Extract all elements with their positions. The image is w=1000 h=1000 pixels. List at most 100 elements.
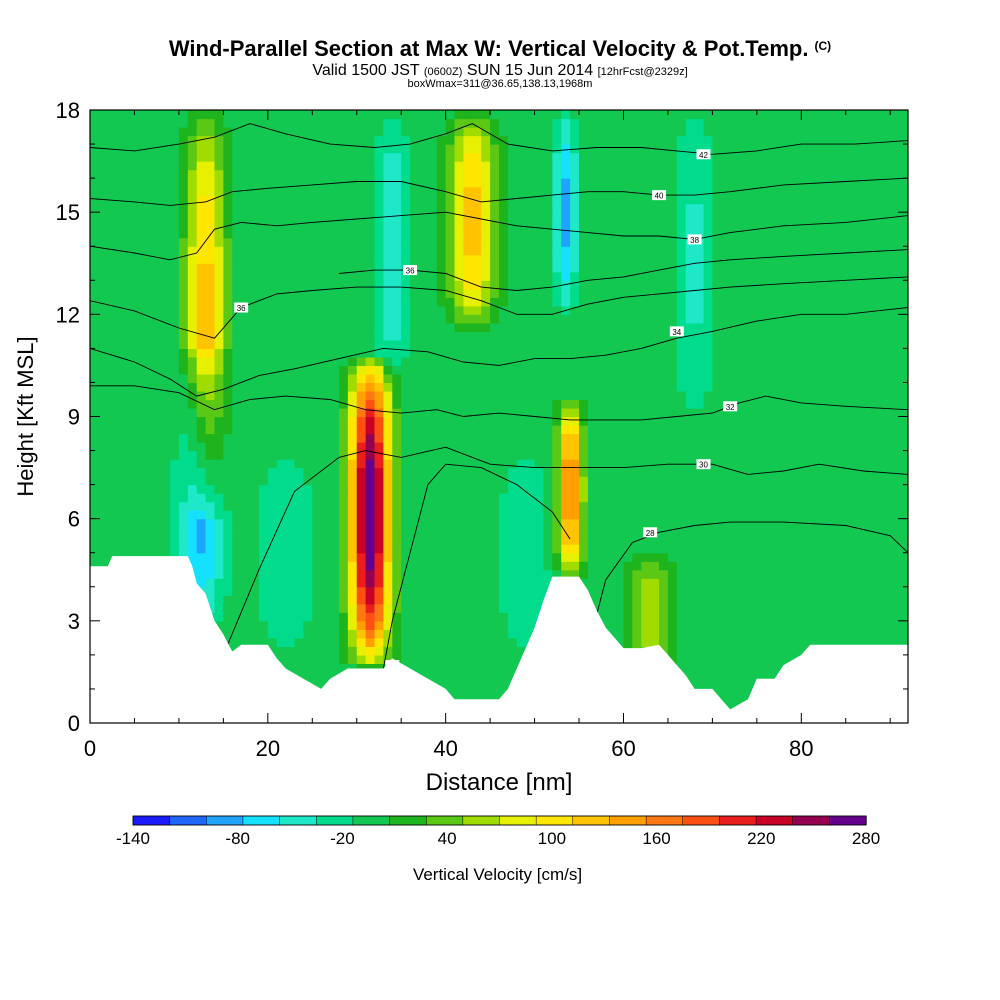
velocity-cell bbox=[694, 467, 705, 477]
velocity-cell bbox=[134, 518, 144, 528]
velocity-cell bbox=[125, 433, 136, 443]
velocity-cell bbox=[347, 305, 358, 315]
velocity-cell bbox=[365, 433, 376, 443]
velocity-cell bbox=[507, 518, 518, 528]
velocity-cell bbox=[321, 544, 331, 554]
velocity-cell bbox=[303, 280, 313, 290]
velocity-cell bbox=[338, 322, 349, 332]
velocity-cell bbox=[267, 169, 278, 179]
velocity-cell bbox=[463, 450, 473, 460]
velocity-cell bbox=[232, 399, 242, 409]
velocity-cell bbox=[587, 127, 598, 137]
velocity-cell bbox=[561, 271, 571, 281]
velocity-cell bbox=[392, 212, 402, 222]
velocity-cell bbox=[703, 561, 713, 571]
velocity-cell bbox=[472, 493, 482, 503]
velocity-cell bbox=[125, 127, 136, 137]
velocity-cell bbox=[401, 501, 411, 511]
velocity-cell bbox=[436, 399, 447, 409]
velocity-cell bbox=[223, 450, 233, 460]
velocity-cell bbox=[623, 459, 633, 469]
velocity-cell bbox=[516, 569, 527, 579]
velocity-cell bbox=[152, 110, 162, 120]
velocity-cell bbox=[90, 212, 100, 222]
velocity-cell bbox=[241, 459, 251, 469]
velocity-cell bbox=[676, 399, 687, 409]
velocity-cell bbox=[107, 169, 118, 179]
velocity-cell bbox=[178, 493, 189, 503]
velocity-cell bbox=[90, 373, 100, 384]
velocity-cell bbox=[685, 212, 696, 222]
velocity-cell bbox=[454, 263, 465, 273]
velocity-cell bbox=[570, 527, 580, 537]
velocity-cell bbox=[694, 365, 705, 375]
velocity-cell bbox=[490, 144, 500, 154]
velocity-cell bbox=[125, 118, 136, 128]
velocity-cell bbox=[454, 586, 465, 596]
velocity-cell bbox=[516, 527, 527, 537]
velocity-cell bbox=[356, 493, 367, 503]
velocity-cell bbox=[659, 254, 669, 264]
velocity-cell bbox=[196, 382, 207, 392]
velocity-cell bbox=[312, 663, 322, 673]
velocity-cell bbox=[481, 407, 491, 418]
velocity-cell bbox=[365, 629, 376, 639]
velocity-cell bbox=[605, 161, 616, 171]
velocity-cell bbox=[152, 169, 162, 179]
velocity-cell bbox=[232, 552, 242, 562]
velocity-cell bbox=[321, 442, 331, 452]
velocity-cell bbox=[241, 365, 251, 375]
velocity-cell bbox=[543, 450, 553, 460]
velocity-cell bbox=[125, 527, 136, 537]
velocity-cell bbox=[436, 663, 447, 673]
velocity-cell bbox=[659, 450, 669, 460]
velocity-cell bbox=[330, 629, 340, 639]
velocity-cell bbox=[241, 288, 251, 298]
velocity-cell bbox=[223, 637, 233, 647]
velocity-cell bbox=[205, 356, 216, 367]
velocity-cell bbox=[98, 467, 109, 477]
velocity-cell bbox=[196, 365, 207, 375]
velocity-cell bbox=[214, 169, 224, 179]
velocity-cell bbox=[267, 161, 278, 171]
velocity-cell bbox=[534, 416, 545, 426]
velocity-cell bbox=[383, 169, 393, 179]
velocity-cell bbox=[543, 135, 553, 145]
velocity-cell bbox=[98, 127, 109, 137]
velocity-cell bbox=[614, 280, 625, 290]
velocity-cell bbox=[383, 390, 393, 401]
velocity-cell bbox=[410, 161, 420, 171]
velocity-cell bbox=[347, 637, 358, 647]
velocity-cell bbox=[241, 561, 251, 571]
velocity-cell bbox=[338, 356, 349, 367]
velocity-cell bbox=[374, 356, 385, 367]
velocity-cell bbox=[178, 271, 189, 281]
velocity-cell bbox=[205, 569, 216, 579]
velocity-cell bbox=[685, 110, 696, 120]
velocity-cell bbox=[436, 595, 447, 605]
velocity-cell bbox=[481, 569, 491, 579]
velocity-cell bbox=[552, 552, 562, 562]
velocity-cell bbox=[276, 229, 287, 239]
velocity-cell bbox=[276, 595, 287, 605]
velocity-cell bbox=[632, 229, 642, 239]
velocity-cell bbox=[241, 484, 251, 494]
velocity-cell bbox=[276, 186, 287, 196]
velocity-cell bbox=[178, 178, 189, 188]
velocity-cell bbox=[365, 110, 376, 120]
velocity-cell bbox=[650, 450, 660, 460]
velocity-cell bbox=[472, 365, 482, 375]
velocity-cell bbox=[534, 305, 545, 315]
velocity-cell bbox=[125, 442, 136, 452]
velocity-cell bbox=[703, 637, 713, 647]
velocity-cell bbox=[383, 127, 393, 137]
velocity-cell bbox=[596, 382, 607, 392]
velocity-cell bbox=[347, 510, 358, 520]
velocity-cell bbox=[134, 169, 144, 179]
velocity-cell bbox=[383, 356, 393, 367]
velocity-cell bbox=[534, 135, 545, 145]
velocity-cell bbox=[196, 476, 207, 486]
velocity-cell bbox=[250, 144, 260, 154]
velocity-cell bbox=[178, 390, 189, 401]
velocity-cell bbox=[427, 450, 438, 460]
